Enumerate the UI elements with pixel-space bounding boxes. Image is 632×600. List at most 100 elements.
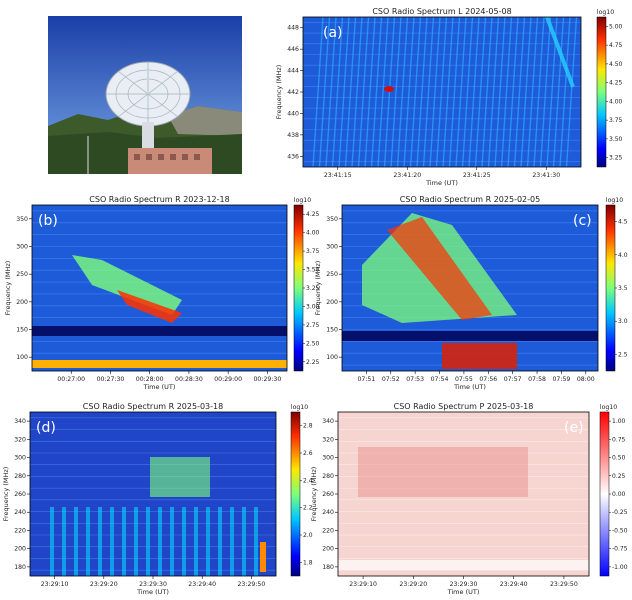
vertical-streak <box>86 507 90 576</box>
plot-frame <box>341 204 599 372</box>
spectrogram-b <box>32 205 287 371</box>
x-tick-label: 23:29:40 <box>188 581 216 588</box>
colorbar-tick-label: 4.00 <box>609 98 623 105</box>
drift-stripe <box>474 17 487 167</box>
y-axis-label: Frequency (MHz) <box>2 467 10 522</box>
colorbar-tick-label: 4.0 <box>618 252 628 259</box>
drift-stripe <box>442 17 454 167</box>
y-tick-label: 260 <box>14 491 26 498</box>
y-tick-label: 300 <box>326 244 338 251</box>
drift-stripe <box>370 17 383 167</box>
colorbar-tick-label: 2.4 <box>303 477 313 484</box>
x-tick-label: 00:28:00 <box>136 376 164 383</box>
y-axis-label: Frequency (MHz) <box>310 467 318 522</box>
colorbar-tick-label: 2.0 <box>303 532 313 539</box>
drift-stripe <box>448 17 461 167</box>
colorbar-tick-label: -0.50 <box>612 527 628 534</box>
vertical-streak <box>158 507 162 576</box>
drift-stripe <box>331 17 344 167</box>
drift-stripe <box>344 17 357 167</box>
drift-stripe <box>539 17 552 167</box>
panel-a: CSO Radio Spectrum L 2024-05-08 (a) 23:41:… <box>275 7 623 187</box>
drift-stripe <box>565 17 578 167</box>
spectrogram-background <box>32 205 287 371</box>
drift-stripe <box>559 17 571 167</box>
y-tick-label: 250 <box>16 271 28 278</box>
drift-stripe <box>494 17 506 167</box>
x-axis-label: Time (UT) <box>136 588 169 596</box>
spectrogram-background <box>338 412 589 576</box>
vertical-streak <box>134 507 138 576</box>
x-tick-label: 23:41:30 <box>532 172 560 179</box>
x-tick-label: 23:29:40 <box>500 581 528 588</box>
burst-core <box>387 217 492 320</box>
drift-stripe <box>396 17 409 167</box>
x-tick-label: 23:29:20 <box>399 581 427 588</box>
y-tick-label: 300 <box>16 244 28 251</box>
x-tick-label: 08:00 <box>577 376 595 383</box>
drift-stripe <box>526 17 539 167</box>
fm-band <box>32 360 287 368</box>
burst-core <box>117 290 182 323</box>
colorbar <box>293 204 304 372</box>
y-tick-label: 240 <box>14 509 26 516</box>
panel-e: CSO Radio Spectrum P 2025-03-18 (e) 23:29:… <box>310 402 628 596</box>
y-tick-label: 260 <box>322 491 334 498</box>
y-tick-label: 220 <box>322 527 334 534</box>
vertical-streak <box>146 507 150 576</box>
y-tick-label: 438 <box>287 132 299 139</box>
colorbar-tick-label: 2.25 <box>306 359 320 366</box>
y-tick-label: 150 <box>16 327 28 334</box>
drift-stripe <box>416 17 428 167</box>
vertical-streak <box>110 507 114 576</box>
vertical-streak <box>74 507 78 576</box>
y-tick-label: 280 <box>322 473 334 480</box>
colorbar-tick-label: 2.8 <box>303 423 313 430</box>
y-tick-label: 220 <box>14 527 26 534</box>
colorbar-label: log10 <box>606 197 623 204</box>
x-tick-label: 23:41:25 <box>463 172 491 179</box>
y-tick-label: 442 <box>287 89 299 96</box>
colorbar-tick-label: 1.8 <box>303 559 313 566</box>
vertical-streak <box>170 507 174 576</box>
x-axis-label: Time (UT) <box>447 588 480 596</box>
drift-stripe <box>520 17 532 167</box>
y-tick-label: 320 <box>14 436 26 443</box>
y-tick-label: 180 <box>322 564 334 571</box>
colorbar-tick-label: 2.75 <box>306 322 320 329</box>
panel-b: CSO Radio Spectrum R 2023-12-18 (b) 00:27:… <box>4 195 320 391</box>
x-tick-label: 07:58 <box>528 376 546 383</box>
x-axis-label: Time (UT) <box>143 383 176 391</box>
panel-c: CSO Radio Spectrum R 2025-02-05 (c) 07:51 0… <box>314 195 628 391</box>
colorbar-tick-label: 0.75 <box>612 436 626 443</box>
panel-title: CSO Radio Spectrum P 2025-03-18 <box>394 402 534 411</box>
drift-stripe <box>513 17 526 167</box>
drift-stripe <box>357 17 370 167</box>
y-tick-label: 300 <box>322 455 334 462</box>
x-tick-label: 23:29:10 <box>349 581 377 588</box>
colorbar-tick-label: 4.50 <box>609 61 623 68</box>
vertical-streak <box>254 507 258 576</box>
y-axis-label: Frequency (MHz) <box>4 261 12 316</box>
x-tick-label: 00:28:30 <box>175 376 203 383</box>
drift-stripe <box>507 17 519 167</box>
panel-letter: (c) <box>573 213 592 229</box>
colorbar <box>599 411 610 577</box>
colorbar <box>290 411 301 577</box>
colorbar <box>605 204 616 372</box>
colorbar-tick-label: 0.00 <box>612 491 626 498</box>
drift-stripe <box>500 17 513 167</box>
y-tick-label: 440 <box>287 110 299 117</box>
x-tick-label: 07:54 <box>431 376 449 383</box>
vertical-streak <box>242 507 246 576</box>
drift-stripe <box>312 17 324 167</box>
y-tick-label: 250 <box>326 271 338 278</box>
y-tick-label: 448 <box>287 25 299 32</box>
x-tick-label: 23:41:20 <box>393 172 421 179</box>
x-tick-label: 23:29:10 <box>41 581 69 588</box>
band-gap <box>32 326 287 336</box>
drift-stripe <box>435 17 448 167</box>
y-tick-label: 100 <box>326 354 338 361</box>
colorbar-tick-label: -0.75 <box>612 546 628 553</box>
